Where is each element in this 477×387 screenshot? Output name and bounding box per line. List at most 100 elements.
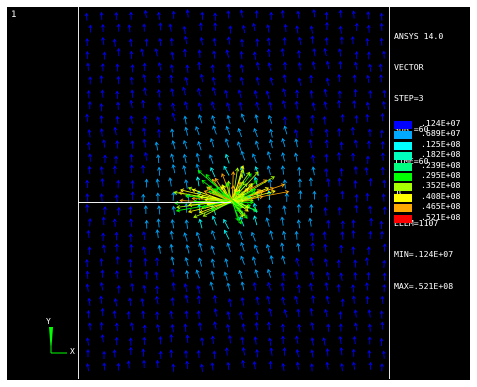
- vector-arrow: [142, 336, 147, 345]
- vector-arrow: [266, 24, 271, 33]
- vector-arrow: [226, 10, 231, 19]
- vector-arrow: [337, 99, 342, 109]
- vector-arrow: [115, 255, 120, 265]
- vector-arrow: [382, 50, 386, 59]
- vector-arrow: [169, 349, 174, 358]
- vector-arrow: [382, 206, 387, 215]
- vector-arrow: [155, 311, 160, 320]
- vector-arrow: [224, 89, 229, 99]
- vector-arrow: [254, 244, 259, 254]
- vector-arrow: [157, 101, 162, 111]
- vector-arrow: [267, 178, 273, 189]
- vector-arrow: [209, 137, 215, 148]
- vector-arrow: [281, 152, 286, 162]
- vector-arrow: [324, 128, 329, 138]
- vector-arrow: [282, 179, 288, 189]
- vector-arrow: [112, 310, 117, 319]
- vector-arrow: [130, 322, 134, 331]
- vector-arrow: [283, 61, 287, 70]
- vector-arrow: [142, 138, 147, 148]
- vector-arrow: [351, 246, 356, 255]
- vector-arrow: [210, 258, 215, 268]
- vector-arrow: [213, 308, 218, 317]
- vector-arrow: [367, 51, 371, 60]
- vector-arrow: [114, 336, 119, 346]
- vector-arrow: [169, 64, 174, 73]
- vector-arrow: [100, 269, 105, 278]
- legend-label: .239E+08: [421, 159, 461, 170]
- vector-arrow: [379, 12, 384, 21]
- vector-arrow: [130, 282, 135, 292]
- vector-arrow: [155, 178, 160, 188]
- vector-arrow: [367, 349, 372, 359]
- vector-arrow: [101, 36, 105, 46]
- vector-arrow: [232, 199, 249, 212]
- vector-arrow: [238, 230, 243, 241]
- vector-arrow: [378, 63, 383, 72]
- legend-label: .124E+07: [421, 118, 461, 128]
- vector-arrow: [352, 74, 357, 83]
- vector-arrow: [225, 49, 230, 58]
- vector-arrow: [254, 321, 259, 331]
- vector-arrow: [281, 323, 285, 332]
- vector-arrow: [310, 321, 315, 331]
- vector-arrow: [210, 335, 215, 344]
- vector-arrow: [340, 113, 345, 123]
- vector-arrow: [354, 114, 359, 124]
- vector-arrow: [294, 230, 299, 240]
- vector-arrow: [195, 269, 200, 279]
- vector-arrow: [366, 24, 371, 33]
- vector-arrow: [380, 295, 385, 304]
- vector-arrow: [310, 363, 314, 372]
- vector-arrow: [199, 73, 204, 83]
- vector-arrow: [184, 310, 189, 319]
- vector-arrow: [297, 49, 301, 59]
- vector-arrow: [85, 258, 89, 268]
- vector-arrow: [99, 166, 104, 175]
- vector-arrow: [226, 102, 231, 112]
- vector-arrow: [351, 152, 356, 162]
- vector-arrow: [227, 36, 231, 45]
- vector-arrow: [130, 191, 135, 201]
- vector-arrow: [265, 244, 271, 254]
- vector-arrow: [239, 311, 243, 320]
- info-line-time: TIME=60: [394, 155, 429, 166]
- vector-arrow: [126, 310, 131, 320]
- vector-arrow: [325, 60, 330, 70]
- vector-arrow: [254, 114, 259, 124]
- vector-arrow: [326, 219, 331, 229]
- vector-arrow: [171, 112, 176, 122]
- vector-arrow: [155, 257, 160, 267]
- vector-arrow: [237, 127, 242, 138]
- legend-row: .124E+07: [394, 118, 470, 129]
- vector-arrow: [379, 129, 384, 138]
- vector-arrow: [280, 216, 285, 226]
- vector-arrow: [156, 154, 161, 164]
- vector-arrow: [269, 230, 274, 240]
- vector-arrow: [155, 285, 160, 294]
- vector-arrow: [170, 128, 175, 138]
- vector-arrow: [170, 256, 175, 266]
- vector-arrow: [210, 64, 215, 73]
- vector-arrow: [199, 36, 204, 46]
- vector-arrow: [158, 336, 163, 345]
- vector-arrow: [195, 176, 201, 187]
- vector-arrow: [211, 76, 216, 86]
- vector-arrow: [354, 193, 359, 203]
- info-panel: ANSYS 14.0 VECTOR STEP=3 SUB =60 TIME=60…: [394, 10, 470, 312]
- vector-arrow: [225, 125, 231, 136]
- vector-arrow: [226, 311, 231, 320]
- vector-arrow: [171, 102, 176, 112]
- vector-arrow: [112, 218, 117, 227]
- coordinate-triad-icon: Y X: [43, 317, 83, 359]
- vector-arrow: [142, 324, 147, 333]
- vector-arrow: [323, 258, 328, 267]
- vector-arrow: [326, 178, 331, 187]
- vector-arrow: [239, 9, 244, 18]
- plot-canvas[interactable]: 1 ANSYS 14.0 VECTOR STEP=3 SUB =60 TIME=…: [7, 7, 470, 380]
- vector-arrow: [324, 281, 329, 291]
- vector-arrow: [213, 294, 218, 304]
- vector-arrow: [198, 114, 203, 124]
- vector-arrow: [382, 350, 386, 359]
- vector-arrow: [238, 101, 243, 111]
